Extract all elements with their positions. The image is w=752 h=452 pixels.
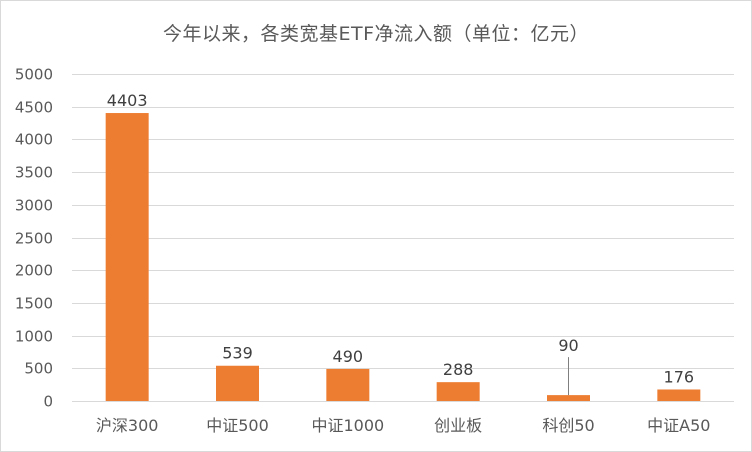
bar [216, 365, 259, 401]
y-tick-label: 1000 [15, 328, 53, 346]
bar [105, 113, 149, 402]
x-tick-label: 创业板 [434, 416, 482, 435]
y-tick-label: 0 [43, 393, 53, 411]
bar [547, 395, 590, 401]
x-tick-label: 中证500 [206, 416, 269, 435]
y-tick-label: 4000 [15, 131, 53, 149]
y-tick-label: 3500 [15, 164, 53, 182]
y-tick-label: 3000 [15, 197, 53, 215]
chart-title: 今年以来，各类宽基ETF净流入额（单位：亿元） [162, 23, 590, 45]
x-tick-label: 中证A50 [647, 416, 710, 435]
x-tick-label: 科创50 [542, 416, 594, 435]
x-tick-label: 中证1000 [311, 416, 384, 435]
data-label: 176 [664, 367, 695, 386]
bar [657, 389, 701, 401]
y-tick-label: 500 [24, 360, 53, 378]
y-tick-label: 2500 [15, 230, 53, 248]
data-label: 90 [558, 336, 578, 355]
x-tick-label: 沪深300 [96, 416, 159, 435]
bar [436, 382, 480, 401]
data-label: 539 [222, 344, 253, 363]
data-label: 288 [443, 360, 474, 379]
data-label: 4403 [107, 91, 148, 110]
y-tick-label: 4500 [15, 99, 53, 117]
y-tick-label: 2000 [15, 262, 53, 280]
y-tick-label: 1500 [15, 295, 53, 313]
y-tick-label: 5000 [15, 66, 53, 84]
data-label: 490 [333, 347, 364, 366]
bar [326, 368, 370, 401]
